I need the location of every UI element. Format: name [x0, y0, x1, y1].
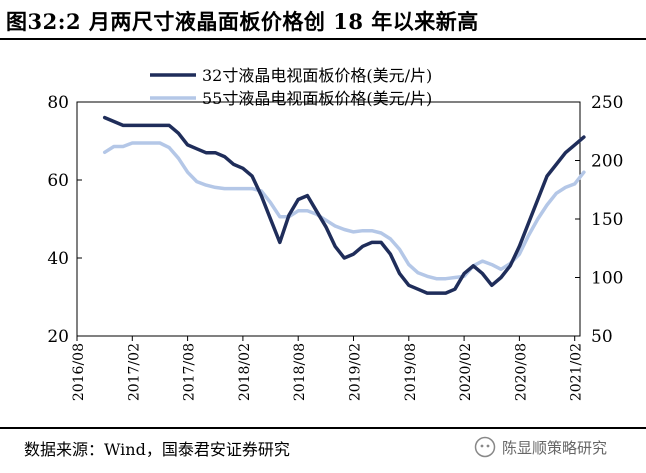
watermark-text: 陈显顺策略研究 — [502, 438, 608, 457]
x-axis: 2016/08 2017/02 2017/08 2018/02 2018/08 2019/… — [71, 336, 585, 401]
right-y-tick-label: 150 — [591, 210, 623, 230]
right-y-tick-label: 100 — [591, 269, 623, 289]
right-y-tick-label: 250 — [591, 93, 623, 113]
x-tick-label: 2017/08 — [182, 343, 198, 401]
left-y-axis: 20 40 60 80 — [47, 93, 82, 347]
x-tick-label: 2016/08 — [71, 343, 87, 401]
left-y-tick-label: 60 — [47, 171, 69, 191]
legend: 32寸液晶电视面板价格(美元/片) 55寸液晶电视面板价格(美元/片) — [150, 66, 432, 108]
left-y-tick-label: 20 — [47, 327, 69, 347]
x-tick-label: 2018/08 — [292, 343, 308, 401]
right-y-tick-label: 50 — [591, 327, 613, 347]
wechat-icon — [474, 436, 496, 458]
bottom-rule — [0, 427, 646, 429]
title-bar: 图32:2 月两尺寸液晶面板价格创 18 年以来新高 — [0, 0, 646, 38]
figure-title: 图32:2 月两尺寸液晶面板价格创 18 年以来新高 — [6, 9, 479, 34]
series-line-55-inch — [102, 141, 586, 281]
left-y-tick-label: 80 — [47, 93, 69, 113]
watermark: 陈显顺策略研究 — [474, 432, 644, 462]
x-tick-label: 2019/08 — [403, 343, 419, 401]
plot-border — [76, 101, 581, 337]
series-lines — [102, 115, 586, 295]
right-y-axis: 50 100 150 200 250 — [575, 93, 623, 347]
plot-frame — [76, 101, 581, 337]
legend-label: 32寸液晶电视面板价格(美元/片) — [202, 66, 432, 85]
left-y-tick-label: 40 — [47, 249, 69, 269]
right-y-tick-label: 200 — [591, 152, 623, 172]
x-tick-label: 2020/08 — [513, 343, 529, 401]
series-line-32-inch — [102, 115, 586, 295]
legend-label: 55寸液晶电视面板价格(美元/片) — [202, 89, 432, 108]
x-tick-label: 2021/02 — [569, 343, 585, 401]
x-tick-label: 2017/02 — [126, 343, 142, 401]
x-tick-label: 2019/02 — [348, 343, 364, 401]
top-rule — [0, 38, 646, 40]
x-tick-label: 2020/02 — [458, 343, 474, 401]
source-note: 数据来源：Wind，国泰君安证券研究 — [24, 440, 290, 459]
x-tick-label: 2018/02 — [237, 343, 253, 401]
